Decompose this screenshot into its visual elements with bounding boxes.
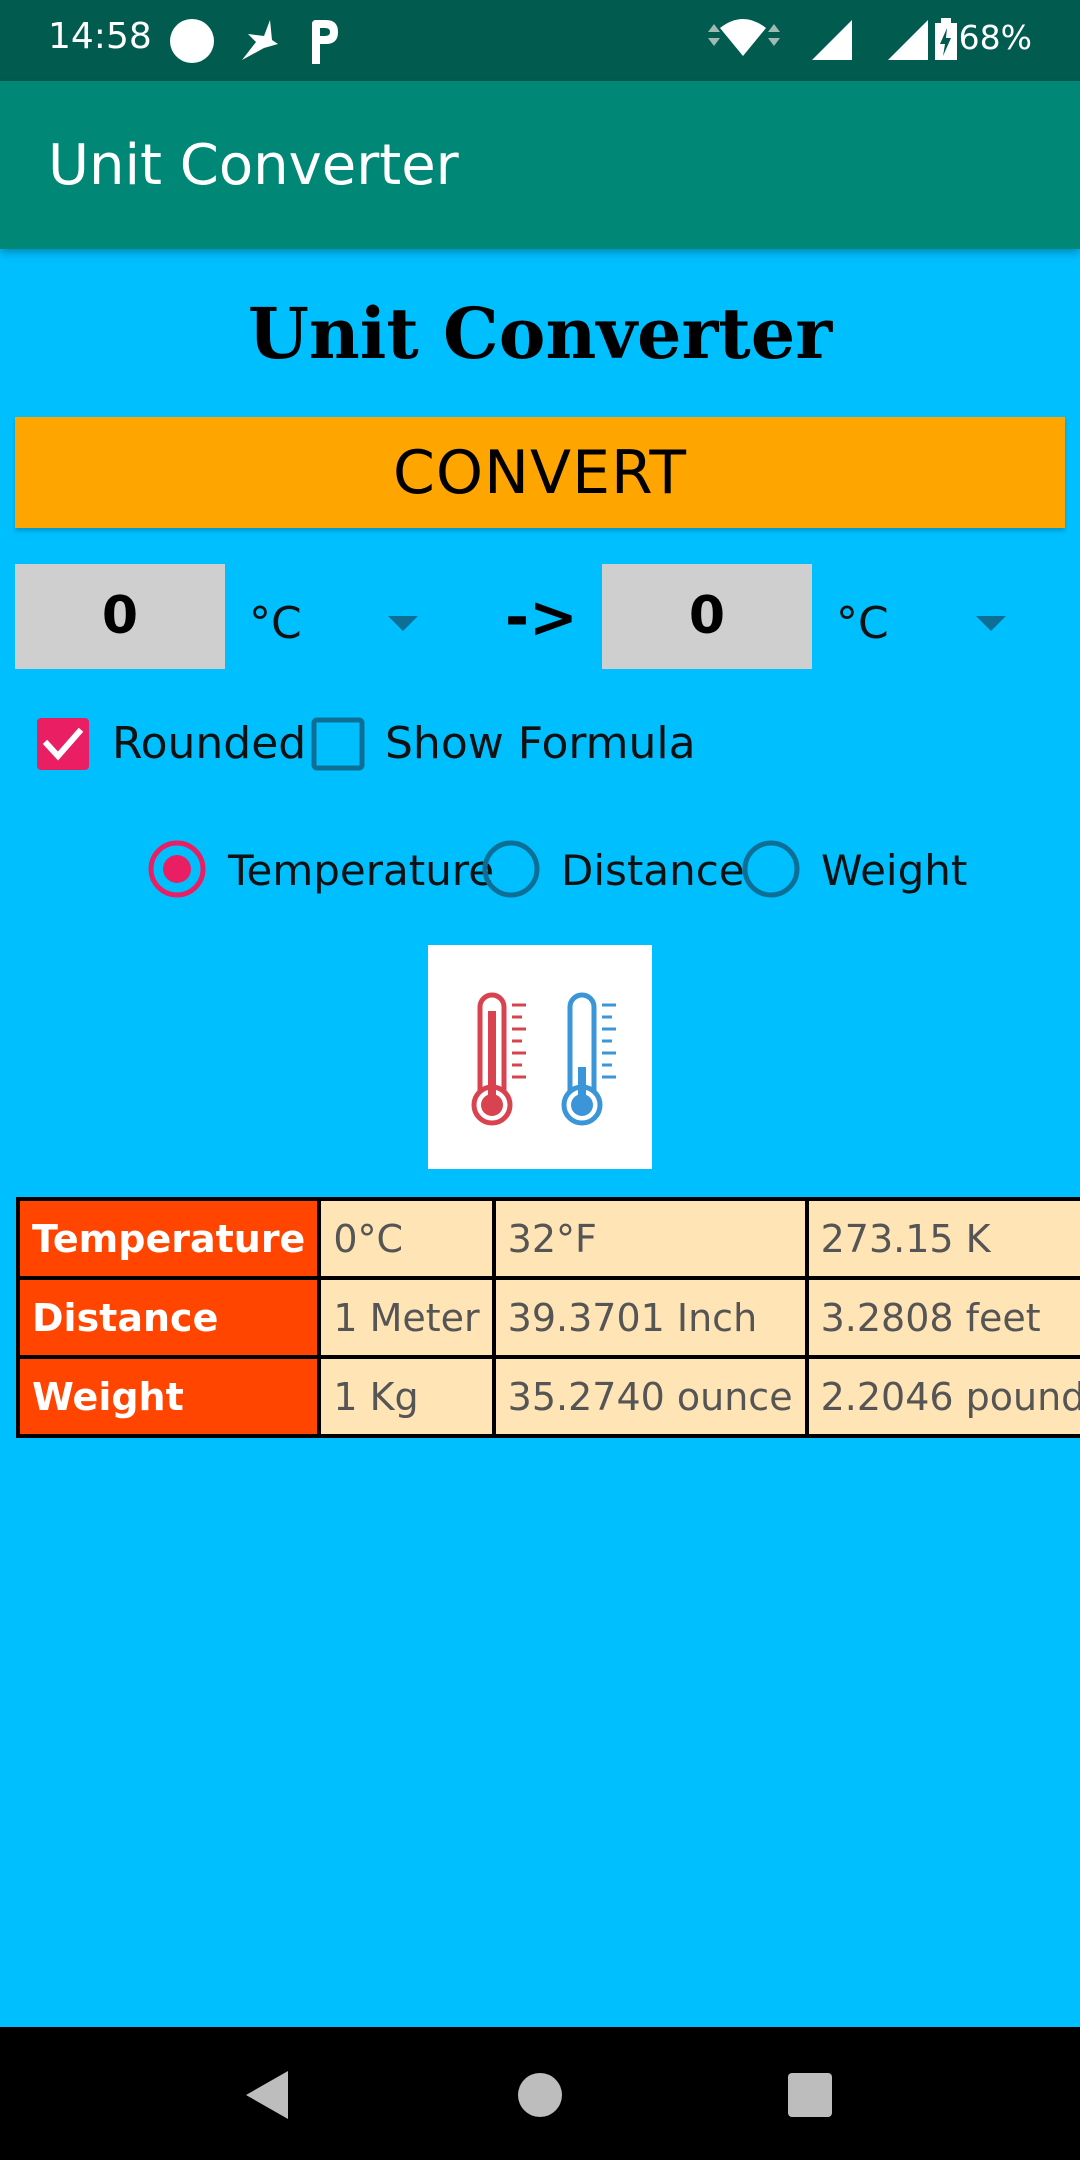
rounded-checkbox[interactable] <box>35 716 91 772</box>
radio-temperature[interactable] <box>148 840 206 898</box>
from-value-input[interactable]: 0 <box>15 564 225 669</box>
home-icon[interactable] <box>510 2065 570 2125</box>
back-icon[interactable] <box>240 2065 300 2125</box>
signal-icon-2 <box>888 20 928 60</box>
table-cell: 3.2808 feet <box>804 1276 1080 1359</box>
recents-icon[interactable] <box>780 2065 840 2125</box>
radio-distance[interactable] <box>482 840 540 898</box>
bird-notification-icon <box>242 20 278 60</box>
table-row: Distance 1 Meter 39.3701 Inch 3.2808 fee… <box>15 1276 1080 1359</box>
rounded-label: Rounded <box>112 718 307 769</box>
row-header-weight: Weight <box>15 1355 322 1438</box>
table-cell: 1 Meter <box>317 1276 496 1359</box>
circle-notification-icon <box>170 19 214 63</box>
convert-button[interactable]: CONVERT <box>15 417 1065 528</box>
table-cell: 2.2046 pound <box>804 1355 1080 1438</box>
table-cell: 32°F <box>491 1197 809 1280</box>
radio-temperature-label: Temperature <box>228 846 495 895</box>
conversion-arrow: -> <box>505 583 578 651</box>
table-cell: 273.15 K <box>804 1197 1080 1280</box>
table-cell: 0°C <box>317 1197 496 1280</box>
status-time: 14:58 <box>48 16 152 57</box>
from-unit-label: °C <box>249 598 302 649</box>
to-value-input[interactable]: 0 <box>602 564 812 669</box>
radio-weight-label: Weight <box>821 846 968 895</box>
to-unit-label: °C <box>836 598 889 649</box>
table-row: Temperature 0°C 32°F 273.15 K <box>15 1197 1080 1280</box>
table-cell: 35.2740 ounce <box>491 1355 809 1438</box>
battery-icon <box>935 18 957 60</box>
table-cell: 39.3701 Inch <box>491 1276 809 1359</box>
signal-icon <box>812 20 852 60</box>
app-bar-title: Unit Converter <box>48 133 459 198</box>
radio-weight[interactable] <box>742 840 800 898</box>
show-formula-label: Show Formula <box>385 718 696 769</box>
status-bar: 14:58 68% <box>0 0 1080 81</box>
wifi-icon <box>708 19 780 56</box>
table-row: Weight 1 Kg 35.2740 ounce 2.2046 pound <box>15 1355 1080 1438</box>
page-title: Unit Converter <box>247 292 833 375</box>
chevron-down-icon <box>388 616 418 631</box>
thermometer-icon <box>471 992 616 1126</box>
table-cell: 1 Kg <box>317 1355 496 1438</box>
chevron-down-icon <box>976 616 1006 631</box>
row-header-distance: Distance <box>15 1276 322 1359</box>
battery-percent: 68% <box>958 18 1032 57</box>
row-header-temperature: Temperature <box>15 1197 322 1280</box>
app-bar: Unit Converter <box>0 81 1080 249</box>
show-formula-checkbox[interactable] <box>310 716 366 772</box>
thermometer-image <box>428 945 652 1169</box>
p-notification-icon <box>312 20 338 64</box>
conversion-table: Temperature 0°C 32°F 273.15 K Distance 1… <box>15 1197 1080 1438</box>
radio-distance-label: Distance <box>561 846 745 895</box>
